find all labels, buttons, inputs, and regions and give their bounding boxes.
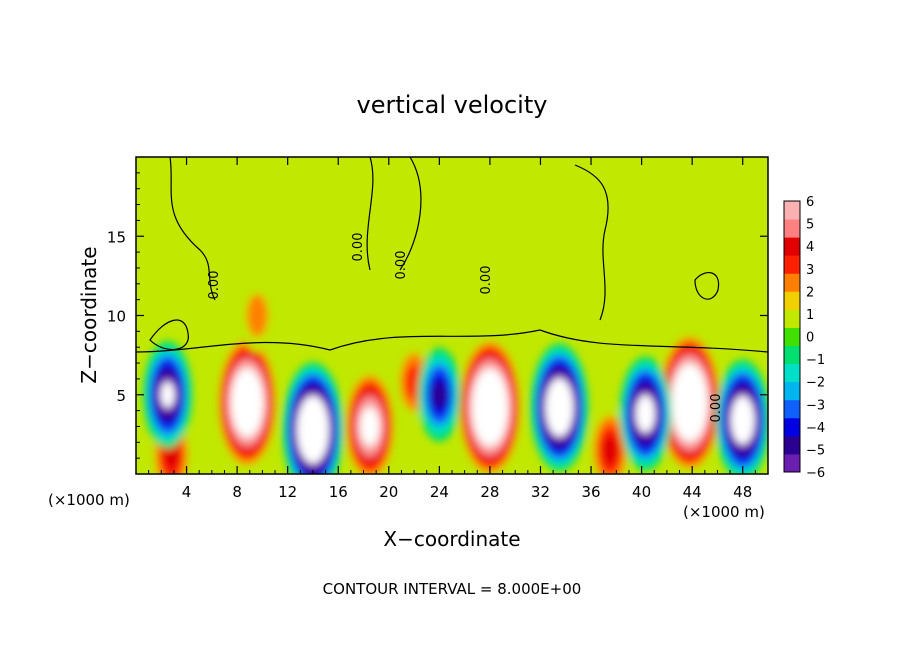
colorbar-swatch [784, 417, 800, 437]
colorbar-tick-label: −4 [806, 421, 825, 436]
colorbar-swatch [784, 309, 800, 328]
updraft-cell-ring [246, 294, 268, 337]
colorbar-tick-label: −3 [806, 398, 825, 413]
colorbar-swatch [784, 399, 800, 419]
updraft-cell-3 [457, 336, 522, 474]
y-tick-label: 5 [116, 387, 126, 405]
colorbar-tick-label: 0 [806, 331, 814, 346]
contour-interval-note: CONTOUR INTERVAL = 8.000E+00 [323, 580, 582, 598]
colorbar-tick-label: 2 [806, 285, 814, 300]
colorbar-swatch [784, 237, 800, 256]
x-tick-label: 28 [480, 483, 499, 501]
updraft-cell-6 [590, 406, 630, 474]
contour-label: 0.00 [351, 233, 366, 262]
colorbar-tick-label: 1 [806, 308, 814, 323]
colorbar-tick-label: −1 [806, 353, 825, 368]
colorbar-tick-label: 4 [806, 240, 814, 255]
downdraft-cell-ring [306, 418, 320, 442]
x-tick-label: 44 [683, 483, 702, 501]
updraft-cell-7 [240, 278, 275, 353]
updraft-cell-ring [602, 434, 618, 466]
y-tick-label: 10 [107, 308, 126, 326]
contour-line [399, 157, 422, 271]
y-axis-label: Z−coordinate [77, 246, 101, 383]
x-tick-label: 8 [232, 483, 242, 501]
colorbar-tick-label: −5 [806, 443, 825, 458]
x-axis-label: X−coordinate [383, 527, 520, 551]
colorbar-swatch [784, 381, 800, 401]
colorbar-tick-label: 6 [806, 195, 814, 210]
downdraft-cell-5 [715, 359, 768, 474]
x-tick-label: 24 [430, 483, 449, 501]
field-cells [143, 278, 768, 474]
zero-contour-lines [136, 157, 768, 353]
colorbar-swatch [784, 363, 800, 383]
downdraft-cell-ring [552, 395, 566, 420]
contour-label: 0.00 [479, 266, 494, 295]
x-tick-label: 16 [329, 483, 348, 501]
plot-area [136, 157, 768, 474]
colorbar-tick-label: −6 [806, 466, 825, 481]
downdraft-cell-3 [530, 343, 589, 472]
colorbar-swatch [784, 345, 800, 365]
chart-title: vertical velocity [357, 91, 548, 119]
colorbar-swatch [784, 453, 800, 473]
colorbar-swatch [784, 291, 800, 310]
downdraft-cell-ring [160, 381, 175, 408]
contour-label: 0.00 [207, 271, 222, 300]
downdraft-cell-ring [431, 380, 447, 409]
updraft-cell-ring [240, 391, 254, 415]
colorbar-swatch [784, 219, 800, 238]
updraft-cell-ring [683, 391, 696, 415]
x-tick-label: 20 [379, 483, 398, 501]
x-tick-label: 4 [182, 483, 192, 501]
colorbar-tick-label: −2 [806, 376, 825, 391]
contour-line [694, 272, 720, 300]
contour-line [169, 157, 216, 301]
colorbar-swatch [784, 201, 800, 220]
downdraft-cell-ring [736, 408, 750, 433]
y-axis-ticks: 5 10 15 [107, 172, 768, 459]
contour-labels: 0.00 0.00 0.00 0.00 0.00 [207, 233, 724, 423]
contour-label: 0.00 [709, 394, 724, 423]
updraft-cell-ring [363, 414, 377, 439]
colorbar-tick-label: 3 [806, 263, 814, 278]
colorbar-swatch [784, 273, 800, 292]
colorbar-swatch [784, 327, 800, 347]
x-tick-label: 32 [531, 483, 550, 501]
contour-line [136, 329, 768, 353]
downdraft-cell-ring [638, 401, 653, 427]
contour-line [574, 164, 609, 321]
x-tick-label: 12 [278, 483, 297, 501]
x-tick-label: 36 [581, 483, 600, 501]
contour-line [366, 157, 374, 271]
colorbar: 6 5 4 3 2 1 0 −1 −2 −3 −4 −5 −6 [783, 195, 825, 481]
downdraft-cell-0 [143, 340, 193, 449]
x-tick-label: 48 [733, 483, 752, 501]
updraft-cell-1 [343, 369, 396, 474]
y-tick-label: 15 [107, 228, 126, 246]
updraft-cell-0 [216, 335, 278, 471]
updraft-cell-ring [483, 396, 497, 419]
contour-label: 0.00 [394, 251, 409, 280]
x-unit-right: (×1000 m) [683, 503, 765, 521]
colorbar-frame [783, 200, 801, 473]
colorbar-swatch [784, 255, 800, 274]
contour-line [149, 319, 189, 351]
downdraft-cell-1 [282, 362, 344, 474]
x-axis-ticks: 4 8 12 16 20 24 28 32 36 40 44 48 [148, 157, 756, 501]
downdraft-cell-2 [417, 347, 461, 442]
colorbar-tick-label: 5 [806, 218, 814, 233]
updraft-cell-4 [657, 331, 722, 474]
x-unit-left: (×1000 m) [48, 491, 130, 509]
downdraft-cell-4 [619, 356, 672, 471]
x-tick-label: 40 [632, 483, 651, 501]
colorbar-swatch [784, 435, 800, 455]
